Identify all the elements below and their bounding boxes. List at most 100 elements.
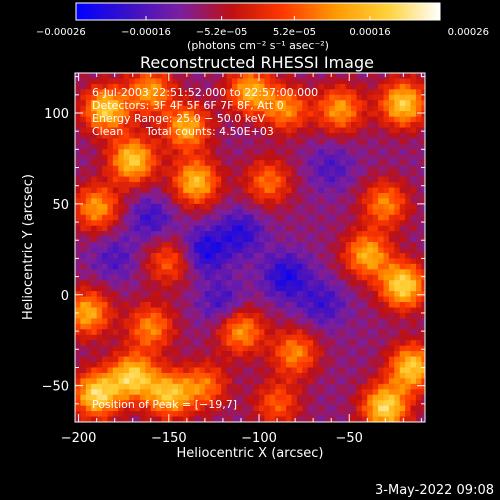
heatmap-cell (307, 187, 314, 194)
heatmap-cell (264, 231, 271, 237)
heatmap-cell (318, 247, 325, 254)
heatmap-cell (383, 209, 390, 216)
heatmap-cell (427, 264, 433, 270)
heatmap-cell (421, 122, 425, 128)
heatmap-cell (194, 160, 200, 167)
heatmap-cell (286, 258, 292, 265)
heatmap-cell (340, 225, 347, 232)
heatmap-cell (129, 105, 135, 112)
heatmap-cell (199, 165, 206, 172)
heatmap-cell (253, 78, 260, 85)
heatmap-cell (356, 296, 363, 303)
heatmap-cell (80, 203, 87, 210)
heatmap-cell (85, 416, 92, 422)
heatmap-cell (216, 422, 222, 428)
heatmap-cell (156, 340, 162, 347)
heatmap-cell (351, 263, 357, 270)
heatmap-cell (415, 351, 422, 357)
heatmap-cell (231, 383, 238, 390)
heatmap-cell (383, 78, 390, 85)
heatmap-cell (410, 269, 417, 276)
heatmap-cell (394, 182, 401, 188)
heatmap-cell (345, 236, 352, 243)
heatmap-cell (367, 149, 374, 156)
heatmap-cell (118, 231, 125, 237)
heatmap-cell (405, 73, 411, 79)
heatmap-cell (259, 334, 265, 341)
heatmap-cell (361, 258, 368, 265)
heatmap-cell (91, 274, 98, 281)
heatmap-cell (361, 94, 368, 101)
heatmap-cell (188, 127, 195, 134)
heatmap-cell (91, 149, 98, 156)
heatmap-cell (313, 280, 319, 287)
heatmap-cell (323, 312, 330, 319)
heatmap-cell (199, 422, 205, 428)
heatmap-cell (161, 236, 168, 243)
heatmap-cell (188, 198, 195, 205)
heatmap-cell (221, 274, 227, 281)
heatmap-cell (85, 389, 92, 396)
heatmap-cell (372, 187, 379, 194)
heatmap-cell (394, 225, 401, 232)
heatmap-cell (318, 225, 325, 232)
heatmap-cell (118, 356, 125, 363)
heatmap-cell (237, 334, 244, 341)
heatmap-cell (264, 236, 271, 243)
heatmap-cell (107, 73, 114, 79)
heatmap-cell (264, 269, 271, 276)
heatmap-cell (361, 160, 368, 167)
heatmap-cell (296, 192, 303, 199)
heatmap-cell (96, 187, 103, 194)
heatmap-cell (118, 345, 125, 352)
heatmap-cell (172, 83, 179, 90)
heatmap-cell (161, 127, 168, 134)
heatmap-cell (183, 362, 190, 368)
heatmap-cell (399, 176, 406, 183)
heatmap-cell (172, 73, 179, 79)
heatmap-cell (134, 329, 141, 336)
heatmap-cell (91, 203, 98, 210)
heatmap-cell (421, 214, 425, 221)
heatmap-cell (421, 372, 425, 379)
heatmap-cell (264, 340, 271, 347)
heatmap-cell (318, 198, 325, 205)
heatmap-cell (112, 214, 119, 221)
heatmap-cell (129, 225, 135, 232)
heatmap-cell (129, 351, 135, 357)
heatmap-cell (291, 116, 298, 123)
heatmap-cell (96, 171, 103, 178)
heatmap-cell (215, 192, 222, 199)
heatmap-cell (85, 176, 92, 183)
heatmap-cell (161, 383, 168, 390)
heatmap-cell (399, 383, 406, 390)
heatmap-cell (275, 247, 282, 254)
heatmap-cell (313, 329, 319, 336)
heatmap-cell (210, 416, 217, 422)
heatmap-cell (248, 291, 255, 297)
heatmap-cell (415, 285, 422, 292)
heatmap-cell (361, 372, 368, 379)
heatmap-cell (253, 165, 260, 172)
heatmap-cell (215, 351, 222, 357)
heatmap-cell (112, 94, 119, 101)
heatmap-cell (410, 182, 417, 188)
heatmap-cell (194, 149, 200, 156)
heatmap-cell (118, 73, 125, 79)
heatmap-cell (85, 263, 92, 270)
heatmap-cell (129, 394, 135, 401)
heatmap-cell (107, 345, 114, 352)
heatmap-cell (334, 160, 341, 167)
heatmap-cell (177, 89, 184, 96)
heatmap-cell (134, 105, 141, 112)
heatmap-cell (107, 132, 114, 139)
heatmap-cell (269, 132, 276, 139)
heatmap-cell (275, 225, 282, 232)
heatmap-cell (194, 405, 200, 412)
heatmap-cell (291, 269, 298, 276)
heatmap-cell (372, 378, 379, 385)
heatmap-cell (334, 394, 341, 401)
heatmap-cell (269, 187, 276, 194)
heatmap-cell (340, 405, 347, 412)
heatmap-cell (318, 236, 325, 243)
